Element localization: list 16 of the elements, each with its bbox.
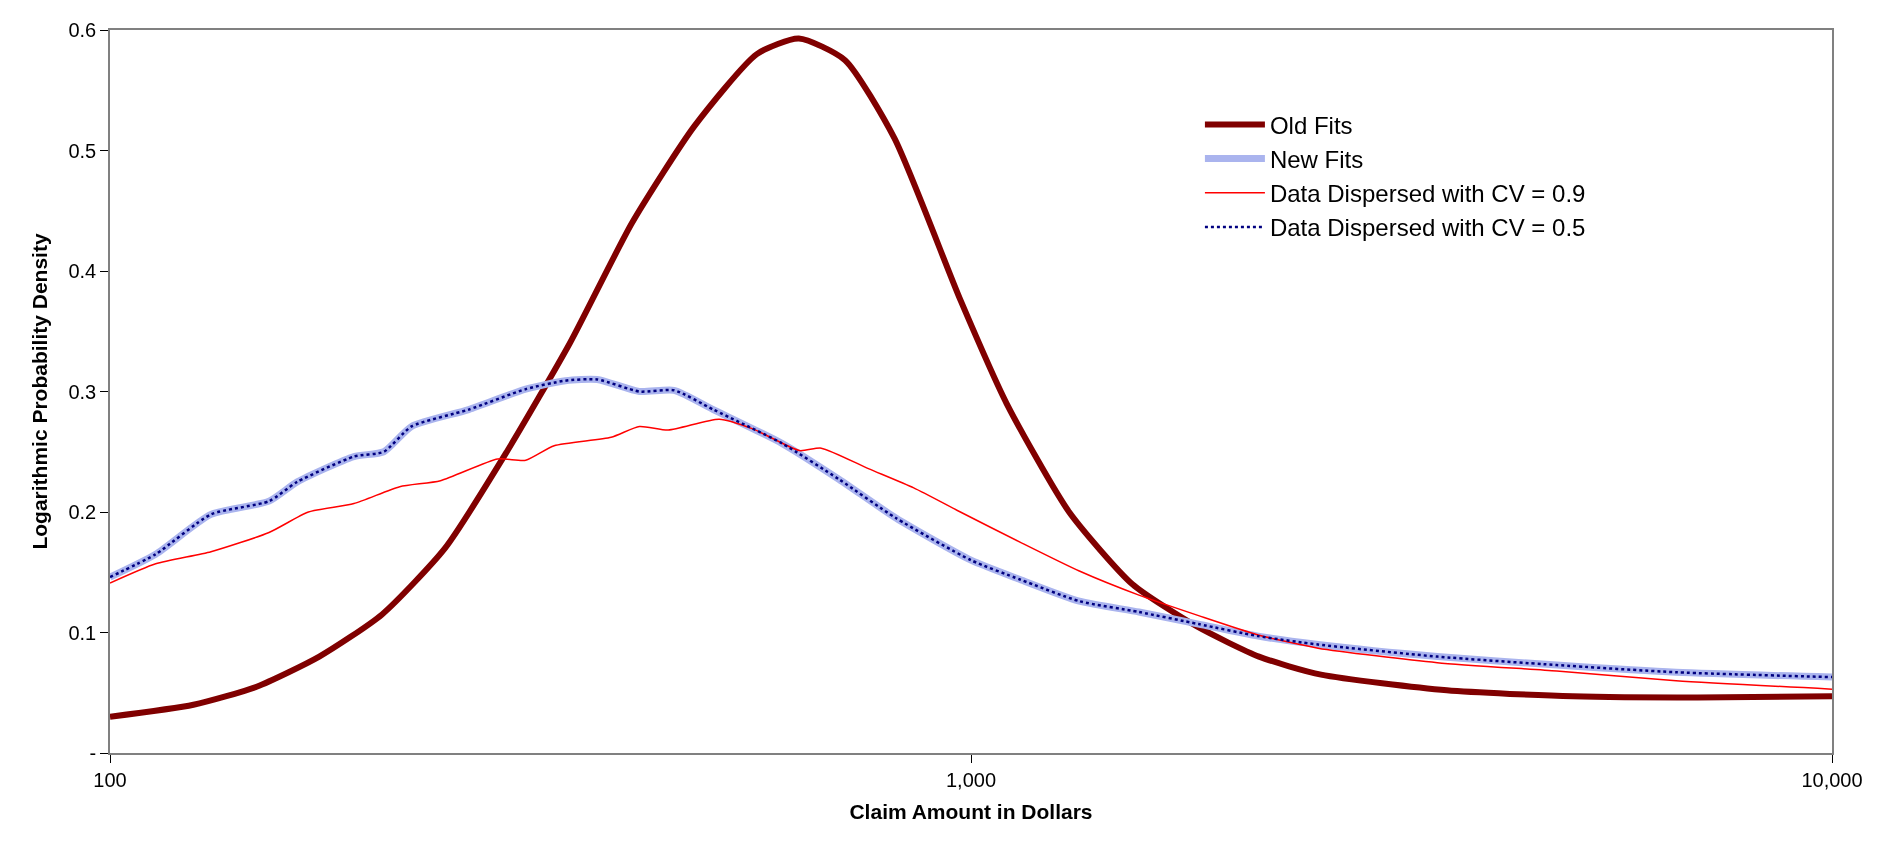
y-axis-title: Logarithmic Probability Density (28, 233, 52, 550)
y-tick-label: 0.4 (68, 260, 97, 282)
x-tick-label: 100 (93, 768, 127, 791)
legend-label: Old Fits (1269, 111, 1353, 139)
x-axis-title: Claim Amount in Dollars (849, 800, 1093, 824)
legend-label: New Fits (1269, 145, 1364, 173)
x-tick-label: 1,000 (945, 768, 997, 791)
y-tick-label: 0.3 (68, 380, 97, 403)
legend-label: Data Dispersed with CV = 0.5 (1269, 214, 1586, 242)
x-tick-label: 10,000 (1801, 768, 1863, 791)
y-tick-label: 0.5 (68, 139, 97, 162)
y-tick-label: 0.1 (68, 621, 97, 644)
y-tick-label: - (89, 742, 97, 764)
y-tick-label: 0.2 (68, 501, 97, 523)
y-tick-label: 0.6 (68, 19, 97, 41)
legend-label: Data Dispersed with CV = 0.9 (1269, 180, 1586, 208)
